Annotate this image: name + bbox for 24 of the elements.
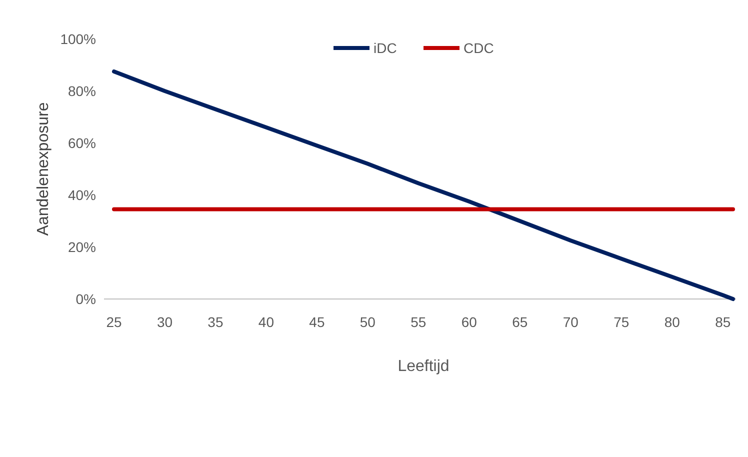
y-tick-label: 40% bbox=[68, 186, 96, 203]
x-tick-label: 35 bbox=[208, 314, 224, 330]
y-tick-label: 0% bbox=[76, 290, 96, 307]
legend-label: CDC bbox=[464, 40, 494, 56]
y-tick-label: 100% bbox=[60, 30, 96, 47]
x-tick-label: 55 bbox=[410, 314, 426, 330]
x-tick-label: 75 bbox=[614, 314, 630, 330]
x-tick-label: 25 bbox=[106, 314, 122, 330]
line-series bbox=[112, 70, 735, 301]
y-tick-label: 60% bbox=[68, 134, 96, 151]
y-tick-label: 20% bbox=[68, 238, 96, 255]
x-tick-label: 40 bbox=[258, 314, 274, 330]
x-tick-label: 45 bbox=[309, 314, 325, 330]
x-tick-label: 65 bbox=[512, 314, 528, 330]
x-tick-label: 70 bbox=[562, 314, 579, 330]
x-tick-label: 50 bbox=[360, 314, 376, 330]
x-tick-label: 85 bbox=[715, 314, 731, 330]
x-tick-label: 60 bbox=[461, 314, 478, 330]
x-axis-title: Leeftijd bbox=[398, 358, 450, 375]
legend-label: iDC bbox=[374, 40, 397, 56]
x-tick-label: 30 bbox=[156, 314, 173, 330]
y-tick-label: 80% bbox=[68, 82, 96, 99]
y-axis-title: Aandelenexposure bbox=[35, 102, 52, 236]
x-tick-label: 80 bbox=[664, 314, 680, 330]
